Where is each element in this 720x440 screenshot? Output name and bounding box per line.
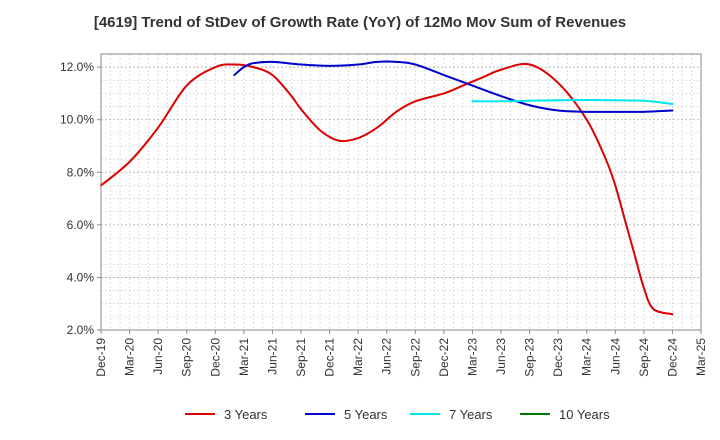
x-tick-label: Jun-23: [494, 338, 508, 375]
x-axis-ticks: Dec-19 Mar-20 Jun-20 Sep-20 Dec-20 Mar-21 Jun-…: [94, 330, 708, 377]
y-tick-label: 2.0%: [67, 323, 95, 337]
legend-label: 3 Years: [224, 407, 268, 422]
x-tick-label: Mar-20: [123, 338, 137, 376]
x-tick-label: Sep-23: [523, 338, 537, 377]
x-tick-label: Sep-24: [637, 338, 651, 377]
legend: 3 Years 5 Years 7 Years 10 Years: [185, 407, 610, 422]
x-tick-label: Dec-21: [323, 338, 337, 377]
series-line-5-years: [233, 60, 674, 113]
y-axis-ticks: 2.0% 4.0% 6.0% 8.0% 10.0% 12.0%: [60, 60, 101, 337]
y-tick-label: 4.0%: [67, 270, 95, 284]
plot-frame: [100, 53, 702, 331]
y-tick-label: 12.0%: [60, 60, 94, 74]
y-tick-label: 8.0%: [67, 165, 95, 179]
legend-label: 7 Years: [449, 407, 493, 422]
x-tick-label: Jun-22: [380, 338, 394, 375]
x-tick-label: Sep-20: [180, 338, 194, 377]
x-tick-label: Dec-24: [665, 338, 679, 377]
x-tick-label: Jun-20: [151, 338, 165, 375]
x-tick-label: Dec-20: [208, 338, 222, 377]
y-tick-label: 10.0%: [60, 113, 94, 127]
x-tick-label: Sep-21: [294, 338, 308, 377]
x-tick-label: Mar-22: [351, 338, 365, 376]
series-lines: [100, 60, 674, 316]
legend-label: 10 Years: [559, 407, 610, 422]
x-tick-label: Dec-23: [551, 338, 565, 377]
chart-title: [4619] Trend of StDev of Growth Rate (Yo…: [93, 14, 627, 31]
series-line-3-years: [100, 63, 674, 316]
x-tick-label: Dec-22: [437, 338, 451, 377]
grid: [100, 53, 702, 331]
x-tick-label: Sep-22: [408, 338, 422, 377]
x-tick-label: Mar-21: [237, 338, 251, 376]
x-tick-label: Mar-25: [694, 338, 708, 376]
y-tick-label: 6.0%: [67, 218, 95, 232]
x-tick-label: Mar-24: [580, 338, 594, 376]
x-tick-label: Jun-24: [608, 338, 622, 375]
x-tick-label: Mar-23: [465, 338, 479, 376]
series-line-7-years: [471, 99, 674, 105]
x-tick-label: Dec-19: [94, 338, 108, 377]
x-tick-label: Jun-21: [265, 338, 279, 375]
legend-label: 5 Years: [344, 407, 388, 422]
